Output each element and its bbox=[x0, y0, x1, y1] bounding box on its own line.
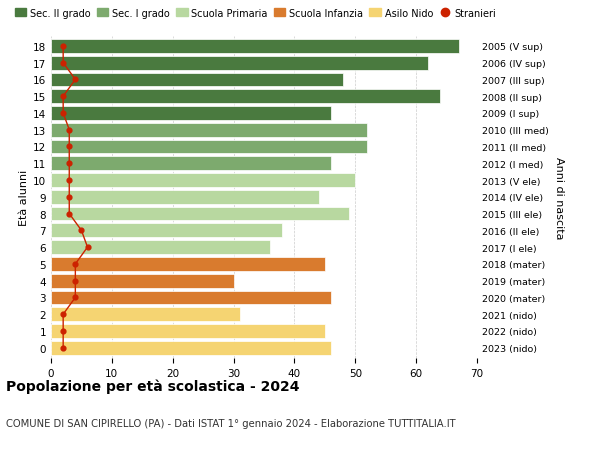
Point bbox=[58, 344, 68, 352]
Bar bbox=[51, 241, 270, 254]
Bar bbox=[51, 308, 239, 321]
Point bbox=[71, 294, 80, 302]
Point bbox=[58, 110, 68, 118]
Bar bbox=[51, 123, 367, 137]
Point bbox=[64, 144, 74, 151]
Point bbox=[58, 328, 68, 335]
Y-axis label: Età alunni: Età alunni bbox=[19, 169, 29, 225]
Bar bbox=[51, 207, 349, 221]
Point bbox=[64, 177, 74, 185]
Point bbox=[58, 60, 68, 67]
Bar bbox=[51, 224, 282, 238]
Point bbox=[71, 261, 80, 268]
Point bbox=[58, 43, 68, 50]
Bar bbox=[51, 174, 355, 187]
Text: COMUNE DI SAN CIPIRELLO (PA) - Dati ISTAT 1° gennaio 2024 - Elaborazione TUTTITA: COMUNE DI SAN CIPIRELLO (PA) - Dati ISTA… bbox=[6, 418, 455, 428]
Point bbox=[64, 127, 74, 134]
Bar bbox=[51, 107, 331, 121]
Bar bbox=[51, 40, 459, 54]
Bar bbox=[51, 140, 367, 154]
Bar bbox=[51, 56, 428, 70]
Bar bbox=[51, 157, 331, 171]
Bar bbox=[51, 325, 325, 338]
Point bbox=[58, 93, 68, 101]
Point bbox=[64, 194, 74, 201]
Y-axis label: Anni di nascita: Anni di nascita bbox=[554, 156, 564, 239]
Point bbox=[83, 244, 92, 251]
Text: Popolazione per età scolastica - 2024: Popolazione per età scolastica - 2024 bbox=[6, 379, 299, 393]
Bar bbox=[51, 291, 331, 305]
Point bbox=[64, 210, 74, 218]
Point bbox=[71, 277, 80, 285]
Point bbox=[77, 227, 86, 235]
Bar bbox=[51, 190, 319, 204]
Bar bbox=[51, 274, 233, 288]
Bar bbox=[51, 73, 343, 87]
Bar bbox=[51, 257, 325, 271]
Point bbox=[71, 77, 80, 84]
Point bbox=[58, 311, 68, 318]
Bar bbox=[51, 90, 440, 104]
Bar bbox=[51, 341, 331, 355]
Point bbox=[64, 160, 74, 168]
Legend: Sec. II grado, Sec. I grado, Scuola Primaria, Scuola Infanzia, Asilo Nido, Stran: Sec. II grado, Sec. I grado, Scuola Prim… bbox=[11, 5, 500, 22]
